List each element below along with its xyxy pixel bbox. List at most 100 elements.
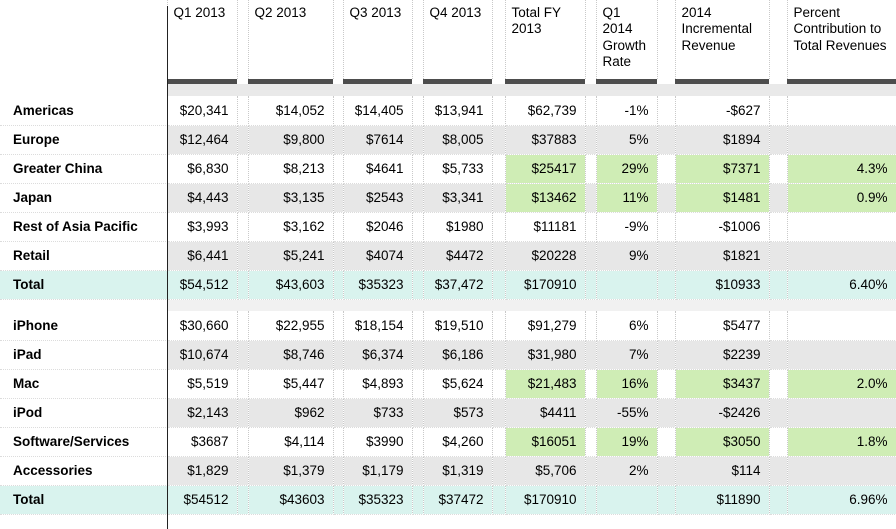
cell-total-q1-2013[interactable]: $54,512 [166,270,238,300]
cell-europe-q2-2013[interactable]: $9,800 [247,125,334,155]
cell-mac-q1-2014-growth-rate[interactable]: 16% [595,369,658,399]
cell-europe-total-fy-2013[interactable]: $37883 [504,125,586,155]
cell-retail-2014-incremental-revenue[interactable]: $1821 [674,241,770,271]
cell-mac-total-fy-2013[interactable]: $21,483 [504,369,586,399]
row-label-greater-china[interactable]: Greater China [0,154,167,184]
cell-software-services-total-fy-2013[interactable]: $16051 [504,427,586,457]
cell-ipod-percent-contribution-to-total-revenues[interactable] [786,398,896,428]
cell-ipad-total-fy-2013[interactable]: $31,980 [504,340,586,370]
cell-software-services-q1-2014-growth-rate[interactable]: 19% [595,427,658,457]
cell-retail-q2-2013[interactable]: $5,241 [247,241,334,271]
cell-mac-q2-2013[interactable]: $5,447 [247,369,334,399]
cell-total-percent-contribution-to-total-revenues[interactable]: 6.96% [786,485,896,515]
row-label-ipad[interactable]: iPad [0,340,167,370]
cell-total-2014-incremental-revenue[interactable]: $10933 [674,270,770,300]
cell-software-services-2014-incremental-revenue[interactable]: $3050 [674,427,770,457]
column-header-q2-2013[interactable]: Q2 2013 [247,0,334,79]
row-label-ipod[interactable]: iPod [0,398,167,428]
cell-accessories-q3-2013[interactable]: $1,179 [342,456,413,486]
cell-greater-china-q1-2014-growth-rate[interactable]: 29% [595,154,658,184]
row-label-americas[interactable]: Americas [0,96,167,126]
cell-software-services-q3-2013[interactable]: $3990 [342,427,413,457]
cell-total-total-fy-2013[interactable]: $170910 [504,485,586,515]
cell-retail-q4-2013[interactable]: $4472 [422,241,493,271]
cell-ipad-q3-2013[interactable]: $6,374 [342,340,413,370]
row-label-retail[interactable]: Retail [0,241,167,271]
cell-americas-2014-incremental-revenue[interactable]: -$627 [674,96,770,126]
cell-ipod-total-fy-2013[interactable]: $4411 [504,398,586,428]
cell-greater-china-total-fy-2013[interactable]: $25417 [504,154,586,184]
column-header-percent-contribution-to-total-revenues[interactable]: Percent Contribution to Total Revenues [786,0,896,79]
cell-ipad-2014-incremental-revenue[interactable]: $2239 [674,340,770,370]
cell-japan-2014-incremental-revenue[interactable]: $1481 [674,183,770,213]
cell-rest-of-asia-pacific-total-fy-2013[interactable]: $11181 [504,212,586,242]
cell-software-services-q4-2013[interactable]: $4,260 [422,427,493,457]
cell-greater-china-q2-2013[interactable]: $8,213 [247,154,334,184]
cell-europe-percent-contribution-to-total-revenues[interactable] [786,125,896,155]
row-label-total[interactable]: Total [0,485,167,515]
column-header-q1-2014-growth-rate[interactable]: Q1 2014 Growth Rate [595,0,658,79]
cell-greater-china-q4-2013[interactable]: $5,733 [422,154,493,184]
cell-ipad-q1-2014-growth-rate[interactable]: 7% [595,340,658,370]
cell-mac-q3-2013[interactable]: $4,893 [342,369,413,399]
cell-europe-q3-2013[interactable]: $7614 [342,125,413,155]
column-header-total-fy-2013[interactable]: Total FY 2013 [504,0,586,79]
cell-iphone-q3-2013[interactable]: $18,154 [342,311,413,341]
cell-americas-q4-2013[interactable]: $13,941 [422,96,493,126]
cell-iphone-q4-2013[interactable]: $19,510 [422,311,493,341]
cell-greater-china-q1-2013[interactable]: $6,830 [166,154,238,184]
cell-rest-of-asia-pacific-2014-incremental-revenue[interactable]: -$1006 [674,212,770,242]
cell-japan-q4-2013[interactable]: $3,341 [422,183,493,213]
cell-total-q2-2013[interactable]: $43603 [247,485,334,515]
cell-total-q2-2013[interactable]: $43,603 [247,270,334,300]
cell-accessories-total-fy-2013[interactable]: $5,706 [504,456,586,486]
cell-rest-of-asia-pacific-percent-contribution-to-total-revenues[interactable] [786,212,896,242]
cell-accessories-q1-2014-growth-rate[interactable]: 2% [595,456,658,486]
column-header-q3-2013[interactable]: Q3 2013 [342,0,413,79]
column-header-2014-incremental-revenue[interactable]: 2014 Incremental Revenue [674,0,770,79]
cell-ipad-q1-2013[interactable]: $10,674 [166,340,238,370]
cell-rest-of-asia-pacific-q1-2014-growth-rate[interactable]: -9% [595,212,658,242]
cell-total-q3-2013[interactable]: $35323 [342,270,413,300]
cell-japan-q3-2013[interactable]: $2543 [342,183,413,213]
cell-americas-q3-2013[interactable]: $14,405 [342,96,413,126]
cell-ipad-percent-contribution-to-total-revenues[interactable] [786,340,896,370]
row-label-mac[interactable]: Mac [0,369,167,399]
cell-japan-percent-contribution-to-total-revenues[interactable]: 0.9% [786,183,896,213]
cell-accessories-q1-2013[interactable]: $1,829 [166,456,238,486]
cell-accessories-percent-contribution-to-total-revenues[interactable] [786,456,896,486]
cell-ipod-q3-2013[interactable]: $733 [342,398,413,428]
row-label-rest-of-asia-pacific[interactable]: Rest of Asia Pacific [0,212,167,242]
cell-ipod-q2-2013[interactable]: $962 [247,398,334,428]
cell-total-total-fy-2013[interactable]: $170910 [504,270,586,300]
cell-total-percent-contribution-to-total-revenues[interactable]: 6.40% [786,270,896,300]
cell-japan-total-fy-2013[interactable]: $13462 [504,183,586,213]
cell-ipad-q2-2013[interactable]: $8,746 [247,340,334,370]
cell-total-q1-2014-growth-rate[interactable] [595,270,658,300]
cell-retail-q1-2013[interactable]: $6,441 [166,241,238,271]
cell-total-q1-2013[interactable]: $54512 [166,485,238,515]
cell-mac-percent-contribution-to-total-revenues[interactable]: 2.0% [786,369,896,399]
cell-iphone-q1-2014-growth-rate[interactable]: 6% [595,311,658,341]
cell-ipod-2014-incremental-revenue[interactable]: -$2426 [674,398,770,428]
cell-americas-total-fy-2013[interactable]: $62,739 [504,96,586,126]
cell-mac-q4-2013[interactable]: $5,624 [422,369,493,399]
cell-ipod-q4-2013[interactable]: $573 [422,398,493,428]
cell-iphone-q1-2013[interactable]: $30,660 [166,311,238,341]
cell-americas-q1-2014-growth-rate[interactable]: -1% [595,96,658,126]
row-label-japan[interactable]: Japan [0,183,167,213]
cell-rest-of-asia-pacific-q1-2013[interactable]: $3,993 [166,212,238,242]
cell-rest-of-asia-pacific-q2-2013[interactable]: $3,162 [247,212,334,242]
cell-software-services-percent-contribution-to-total-revenues[interactable]: 1.8% [786,427,896,457]
row-label-total[interactable]: Total [0,270,167,300]
cell-europe-2014-incremental-revenue[interactable]: $1894 [674,125,770,155]
cell-greater-china-2014-incremental-revenue[interactable]: $7371 [674,154,770,184]
cell-retail-q1-2014-growth-rate[interactable]: 9% [595,241,658,271]
cell-iphone-q2-2013[interactable]: $22,955 [247,311,334,341]
cell-total-q3-2013[interactable]: $35323 [342,485,413,515]
cell-retail-percent-contribution-to-total-revenues[interactable] [786,241,896,271]
cell-total-2014-incremental-revenue[interactable]: $11890 [674,485,770,515]
cell-ipod-q1-2014-growth-rate[interactable]: -55% [595,398,658,428]
column-header-q4-2013[interactable]: Q4 2013 [422,0,493,79]
cell-iphone-percent-contribution-to-total-revenues[interactable] [786,311,896,341]
